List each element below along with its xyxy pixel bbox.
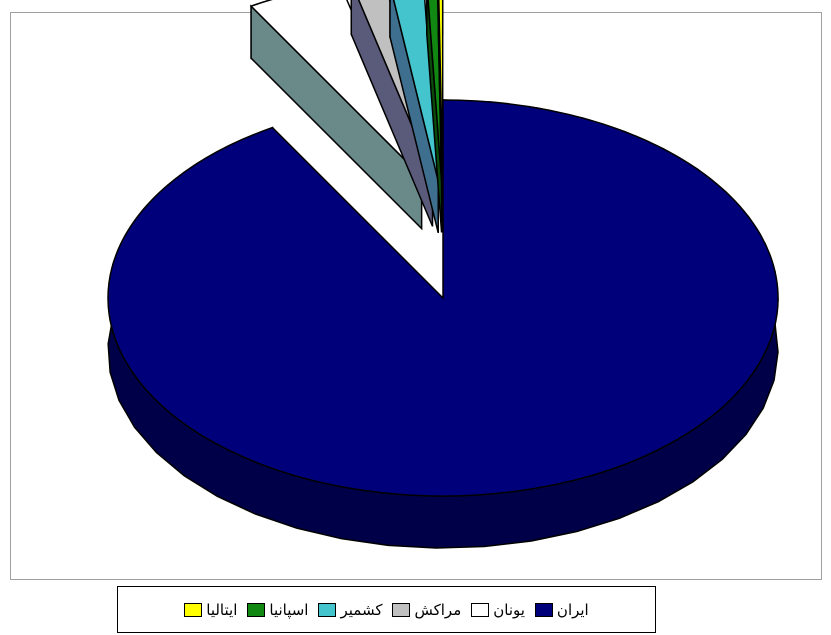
legend-item: یونان [471,601,525,619]
legend-swatch [247,602,266,617]
pie-slice-group-0 [107,99,779,549]
pie-slice-group-5 [437,0,444,233]
legend-item: کشمیر [318,601,382,619]
legend: ایران یونان مراکش کشمیر اسپانیا ایتالیا [117,586,656,633]
legend-swatch [318,602,337,617]
legend-swatch [534,602,553,617]
legend-item: مراکش [392,601,461,619]
legend-swatch [471,602,490,617]
legend-swatch [392,602,411,617]
pie-slice-group-1 [249,0,423,231]
legend-label: ایتالیا [206,600,238,619]
pie-slice-0 [107,99,779,497]
pie-slice-1 [249,0,423,178]
pie-slice-5 [438,0,444,181]
legend-label: یونان [493,600,525,619]
legend-label: ایران [556,600,589,619]
legend-item: اسپانیا [247,601,308,619]
legend-item: ایران [534,600,589,619]
legend-label: مراکش [414,600,462,619]
pie-slice-group-2 [350,0,434,227]
pie-slice-2 [357,0,434,175]
legend-swatch [184,602,203,617]
legend-label: کشمیر [340,600,383,619]
legend-item: ایتالیا [184,601,237,619]
legend-label: اسپانیا [269,600,309,619]
